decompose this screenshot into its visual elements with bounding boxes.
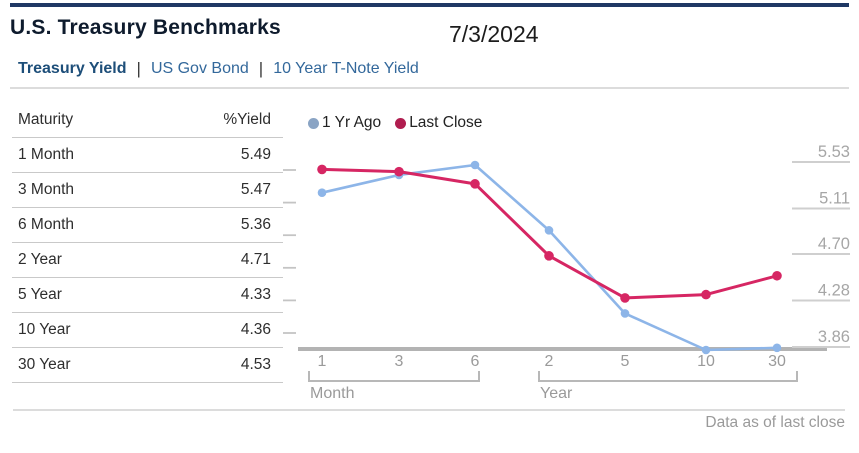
table-row: 3 Month 5.47 [12,173,283,208]
footer-divider [13,409,845,411]
y-axis-label: 4.28 [818,281,850,299]
table-row: 5 Year 4.33 [12,278,283,313]
legend-label: Last Close [409,114,483,131]
yield-cell: 5.47 [240,181,271,198]
axis-group-bracket [308,371,480,382]
axis-group-label-year: Year [540,385,573,402]
data-point[interactable] [317,188,327,197]
legend-item-1-yr-ago[interactable]: 1 Yr Ago [308,114,381,132]
yield-cell: 4.71 [240,251,271,268]
legend-item-last-close[interactable]: Last Close [395,114,482,132]
page-title: U.S. Treasury Benchmarks [10,16,281,39]
x-axis-label: 10 [697,353,715,370]
data-point[interactable] [394,166,404,177]
y-axis-label: 5.53 [818,143,850,161]
legend-dot-blue-icon [308,117,319,129]
tab-bar: Treasury Yield | US Gov Bond | 10 Year T… [18,59,419,79]
maturity-header: Maturity [18,111,74,128]
tab-10-year-t-note-yield[interactable]: 10 Year T-Note Yield [273,60,419,77]
data-point[interactable] [772,270,782,281]
yield-cell: 5.49 [240,146,271,163]
x-axis-label: 3 [395,353,404,370]
data-point[interactable] [701,289,711,300]
data-point[interactable] [620,293,630,303]
data-point[interactable] [470,160,480,170]
axis-group-label-month: Month [310,385,354,402]
yield-cell: 5.36 [240,216,271,233]
x-axis-label: 30 [768,353,786,370]
footer-note: Data as of last close [705,414,845,431]
axis-group-bracket [538,371,798,382]
x-axis-label: 5 [621,353,630,370]
yield-table: Maturity %Yield 1 Month 5.49 3 Month 5.4… [12,103,283,383]
maturity-cell: 5 Year [18,286,62,303]
data-point[interactable] [772,343,782,353]
top-accent-border [10,3,849,7]
x-axis-label: 2 [545,353,554,370]
chart-legend: 1 Yr Ago Last Close [308,114,482,132]
x-axis-label: 6 [471,353,480,370]
tab-separator: | [136,59,141,78]
yield-cell: 4.53 [240,356,271,373]
y-axis-label: 3.86 [818,328,850,346]
header-divider [10,87,849,89]
tab-separator: | [258,59,264,78]
maturity-cell: 10 Year [18,321,71,338]
table-row: 1 Month 5.49 [12,138,283,173]
y-axis-label: 4.70 [818,235,850,253]
maturity-cell: 1 Month [18,146,75,163]
table-header-row: Maturity %Yield [12,103,283,138]
x-axis-label: 1 [318,353,327,370]
maturity-cell: 3 Month [18,181,75,198]
data-point[interactable] [317,164,327,175]
tab-us-gov-bond[interactable]: US Gov Bond [150,60,249,77]
table-row: 10 Year 4.36 [12,313,283,348]
table-row: 30 Year 4.53 [12,348,283,383]
data-point[interactable] [620,309,630,318]
table-row: 6 Month 5.36 [12,208,283,243]
data-point[interactable] [701,345,711,355]
y-axis-label: 5.11 [819,190,850,208]
tab-treasury-yield[interactable]: Treasury Yield [18,60,127,77]
data-point[interactable] [544,251,554,261]
yield-chart[interactable]: 5.53 5.11 4.70 4.28 3.86 1 3 6 2 5 10 30 Month Year [280,140,859,410]
maturity-cell: 30 Year [18,356,71,373]
table-row: 2 Year 4.71 [12,243,283,278]
yield-cell: 4.33 [240,286,271,303]
maturity-cell: 6 Month [18,216,75,233]
yield-cell: 4.36 [240,321,271,338]
yield-header: %Yield [223,111,271,128]
data-point[interactable] [544,226,554,235]
data-point[interactable] [470,179,480,189]
maturity-cell: 2 Year [18,251,62,268]
quote-date: 7/3/2024 [449,21,539,47]
legend-dot-red-icon [395,117,407,129]
legend-label: 1 Yr Ago [322,114,382,131]
